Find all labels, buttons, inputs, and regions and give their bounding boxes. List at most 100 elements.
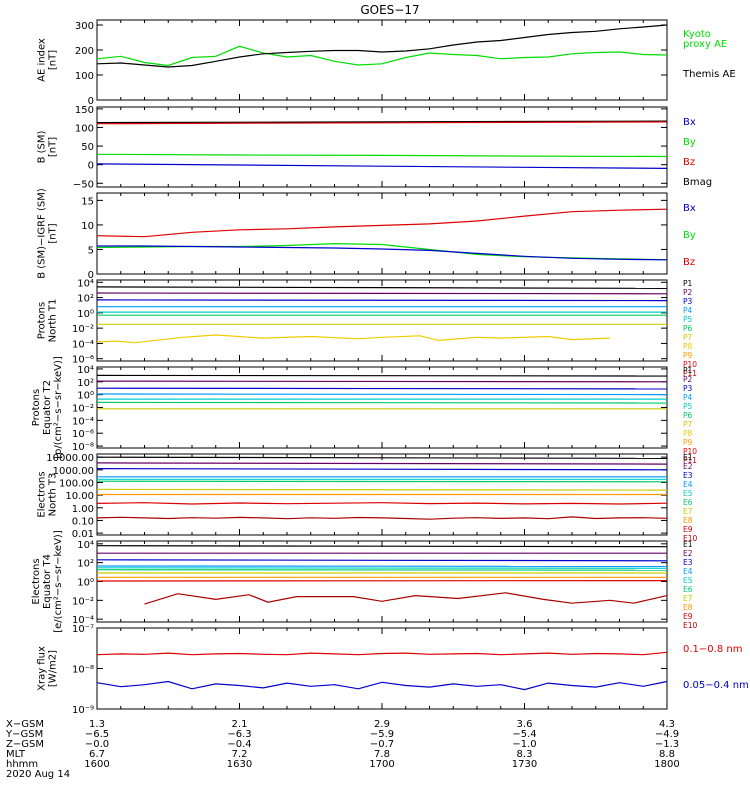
panel-b_minus_igrf: 0 5 10 15 B (SM)−IGRF (SM) [nT] Bx By Bz bbox=[37, 188, 696, 281]
series-e1 bbox=[96, 456, 668, 459]
legend-entry: P10 bbox=[683, 447, 697, 456]
y-tick-label: 150 bbox=[75, 105, 94, 116]
x-axis-value: −5.4 bbox=[512, 729, 536, 740]
y-axis-label: North T3 bbox=[48, 473, 59, 517]
x-axis-date: 2020 Aug 14 bbox=[6, 769, 70, 780]
y-tick-label: −50 bbox=[73, 179, 94, 190]
y-tick-label: 10⁴ bbox=[77, 278, 94, 289]
legend-entry: E2 bbox=[683, 549, 693, 558]
y-tick-label: 0.01 bbox=[72, 529, 94, 540]
legend-entry: E8 bbox=[683, 516, 693, 525]
legend-entry: E4 bbox=[683, 480, 693, 489]
panel-frame bbox=[96, 627, 668, 710]
y-tick-label: 0 bbox=[88, 161, 94, 172]
y-tick-label: 10⁰ bbox=[77, 391, 94, 402]
legend-entry: Bz bbox=[683, 157, 695, 168]
y-tick-label: 10⁻⁸ bbox=[72, 665, 94, 676]
y-tick-label: 15 bbox=[81, 196, 94, 207]
y-tick-label: 0.10 bbox=[72, 516, 94, 527]
x-axis-value: 8.3 bbox=[517, 749, 533, 760]
legend-entry: Kyoto bbox=[683, 29, 711, 40]
legend-entry: P4 bbox=[683, 393, 693, 402]
x-axis-value: −6.5 bbox=[85, 729, 109, 740]
legend-entry: E1 bbox=[683, 540, 693, 549]
y-tick-label: 10⁻⁴ bbox=[72, 339, 94, 350]
x-axis-value: −4.9 bbox=[655, 729, 679, 740]
x-axis-value: −1.3 bbox=[655, 739, 679, 750]
series-bz bbox=[96, 208, 668, 238]
series-bz bbox=[96, 121, 668, 125]
legend-entry: Bmag bbox=[683, 177, 712, 188]
y-tick-label: 10 bbox=[81, 221, 94, 232]
y-axis-label: [nT] bbox=[48, 137, 59, 157]
x-axis-row-label: X−GSM bbox=[6, 719, 44, 730]
y-tick-label: 10⁻⁴ bbox=[72, 416, 94, 427]
x-axis-value: 1700 bbox=[369, 759, 394, 770]
legend-entry: P2 bbox=[683, 288, 693, 297]
panel-frame bbox=[96, 366, 668, 449]
series-themis-ae bbox=[96, 24, 668, 68]
y-axis-label: [nT] bbox=[48, 50, 59, 70]
x-axis-value: 6.7 bbox=[89, 749, 105, 760]
legend-entry: E3 bbox=[683, 471, 693, 480]
legend-entry: P6 bbox=[683, 411, 693, 420]
legend-entry: P1 bbox=[683, 366, 693, 375]
legend-entry: Bx bbox=[683, 117, 696, 128]
legend-entry: Bx bbox=[683, 203, 696, 214]
legend-entry: E3 bbox=[683, 558, 693, 567]
legend-entry: E5 bbox=[683, 489, 693, 498]
x-axis-value: 7.8 bbox=[374, 749, 390, 760]
series-e3 bbox=[96, 468, 668, 471]
x-axis-value: 1730 bbox=[512, 759, 537, 770]
series-p4 bbox=[96, 393, 668, 396]
legend-entry: E10 bbox=[683, 621, 698, 630]
panel-frame bbox=[96, 279, 668, 362]
y-tick-label: 10⁻⁴ bbox=[72, 615, 94, 626]
legend-entry: P5 bbox=[683, 402, 693, 411]
series-bx bbox=[97, 245, 668, 261]
series-e6 bbox=[96, 569, 668, 571]
legend-entry: P11 bbox=[683, 456, 697, 465]
y-tick-label: 10.00 bbox=[65, 491, 94, 502]
panel-electrons_equator: 10⁻⁴ 10⁻² 10⁰ 10² 10⁴ Electrons Equator T4 [e/(… bbox=[31, 530, 698, 633]
x-axis-value: −0.7 bbox=[370, 739, 394, 750]
y-axis-label: Electrons bbox=[37, 471, 48, 517]
legend-entry: P3 bbox=[683, 297, 693, 306]
legend-entry: P8 bbox=[683, 342, 693, 351]
series-p8 bbox=[96, 334, 611, 344]
series-p2 bbox=[96, 380, 668, 383]
chart-title: GOES−17 bbox=[360, 3, 419, 17]
legend-entry: E6 bbox=[683, 498, 693, 507]
y-tick-label: 100 bbox=[75, 71, 94, 82]
y-tick-label: 10⁰ bbox=[77, 309, 94, 320]
y-tick-label: 10⁻⁷ bbox=[72, 624, 94, 635]
y-axis-label: Xray flux bbox=[37, 646, 48, 691]
x-axis-value: 7.2 bbox=[232, 749, 248, 760]
y-tick-label: 200 bbox=[75, 46, 94, 57]
y-tick-label: 10⁻² bbox=[72, 596, 94, 607]
legend-entry: E10 bbox=[683, 534, 698, 543]
x-axis-value: −0.4 bbox=[227, 739, 251, 750]
y-tick-label: 10⁰ bbox=[77, 578, 94, 589]
legend-entry: E7 bbox=[683, 507, 693, 516]
series-p3 bbox=[96, 299, 668, 302]
y-axis-label: [W/m2] bbox=[48, 650, 59, 687]
x-axis-value: 1800 bbox=[654, 759, 679, 770]
series-by bbox=[96, 153, 668, 158]
y-tick-label: 10⁴ bbox=[77, 365, 94, 376]
legend-entry: P2 bbox=[683, 375, 693, 384]
x-axis-value: −1.0 bbox=[512, 739, 536, 750]
series-e3 bbox=[96, 559, 668, 562]
legend-entry: P4 bbox=[683, 306, 693, 315]
y-axis-label: B (SM)−IGRF (SM) bbox=[37, 188, 48, 279]
series-e1 bbox=[96, 545, 668, 548]
x-axis-value: 3.6 bbox=[517, 719, 533, 730]
legend-entry: By bbox=[683, 137, 696, 148]
x-axis-row-label: MLT bbox=[6, 749, 26, 760]
series-p6 bbox=[96, 401, 668, 404]
series-0-1-0-8-nm bbox=[96, 651, 668, 656]
